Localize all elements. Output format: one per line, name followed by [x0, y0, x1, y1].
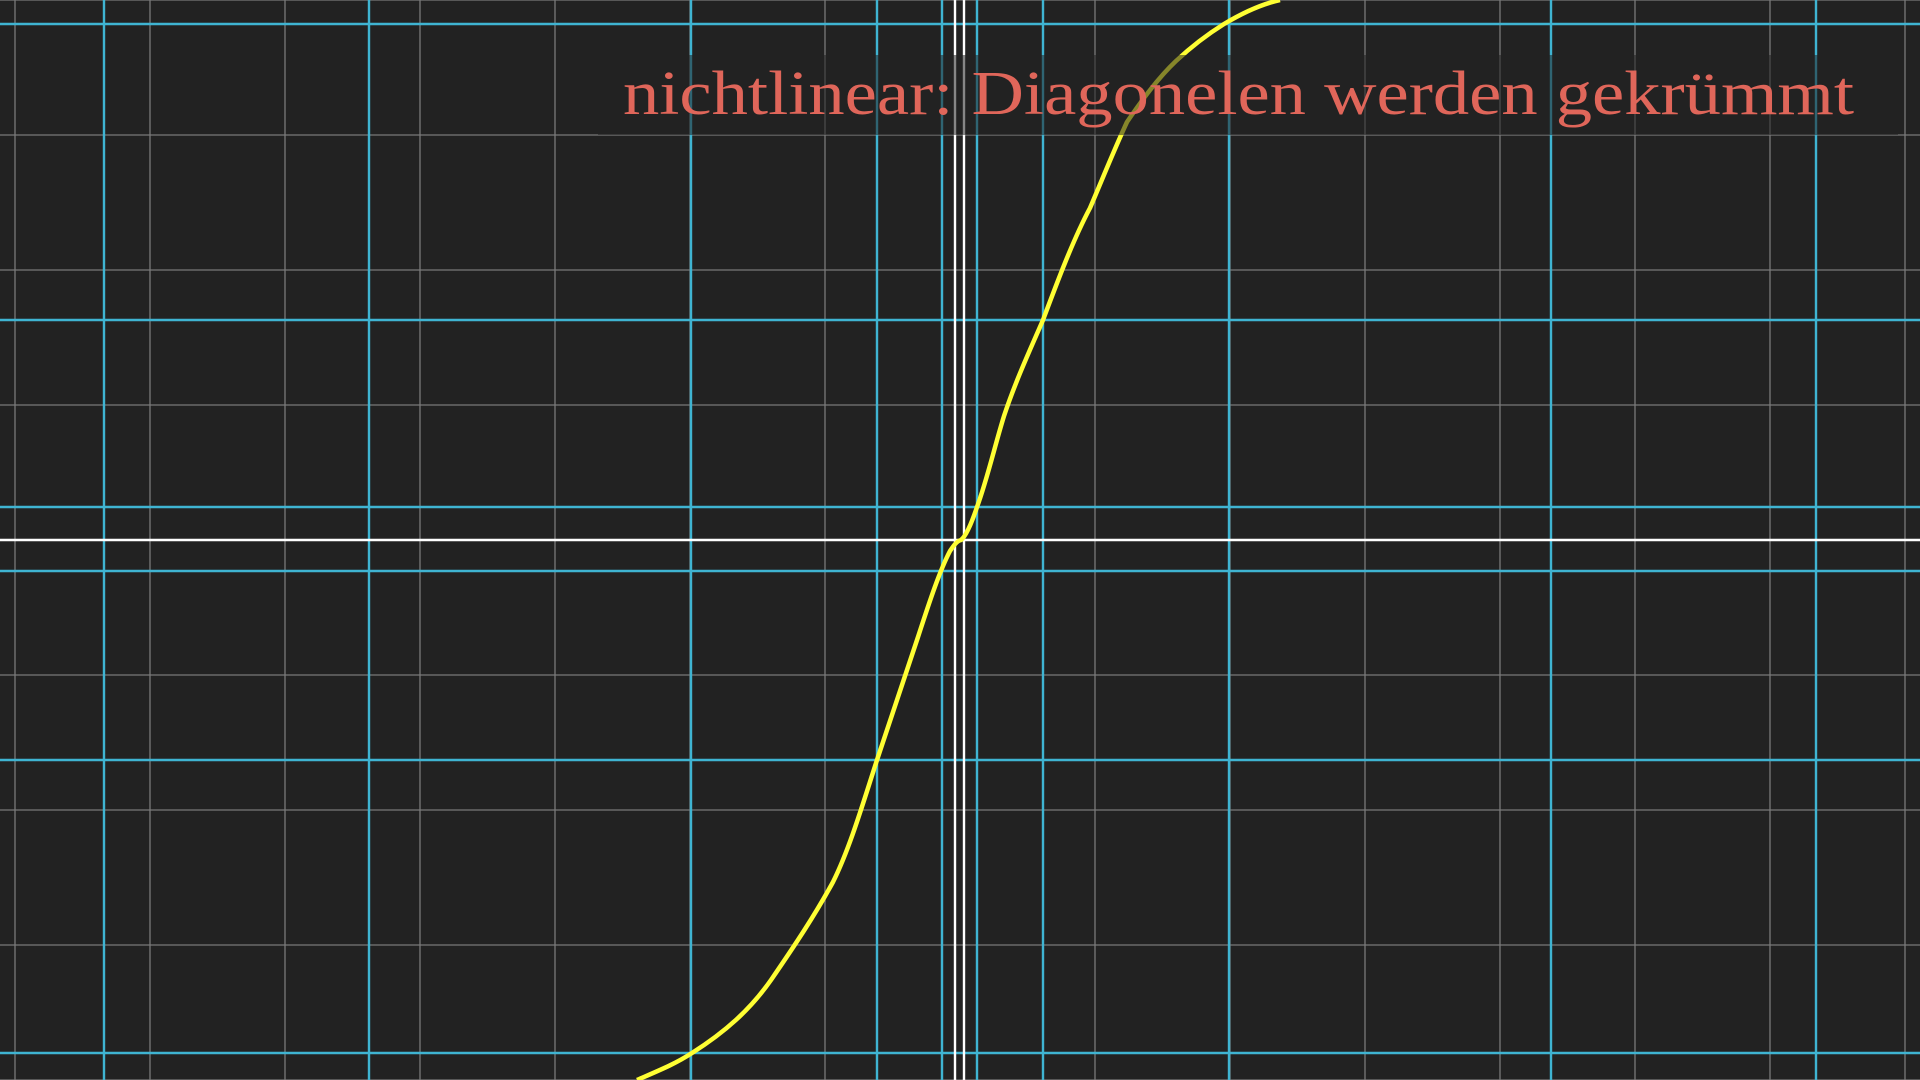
title: nichtlinear: Diagonelen werden gekrümmt: [623, 60, 1854, 128]
title-backdrop: [598, 55, 1898, 135]
